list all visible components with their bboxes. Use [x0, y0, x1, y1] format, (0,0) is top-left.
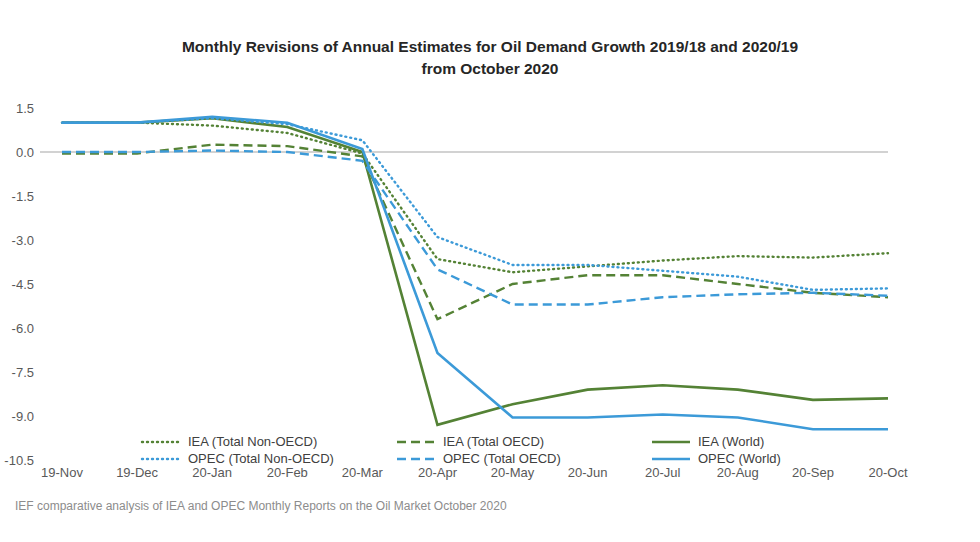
svg-text:-1.5: -1.5 — [12, 189, 34, 204]
html-text:Monthly Revisions of Annual Es: Monthly Revisions of Annual Estimates fo… — [181, 38, 799, 55]
svg-text:-9.0: -9.0 — [12, 409, 34, 424]
html-text:IEA (Total Non-OECD): IEA (Total Non-OECD) — [188, 434, 318, 449]
svg-text:-10.5: -10.5 — [4, 453, 34, 468]
svg-text:-6.0: -6.0 — [12, 321, 34, 336]
svg-text:1.5: 1.5 — [16, 101, 34, 116]
svg-text:20-Sep: 20-Sep — [792, 465, 834, 480]
svg-text:20-Apr: 20-Apr — [418, 465, 458, 480]
html-text:IEA (World): IEA (World) — [698, 434, 765, 449]
svg-text:20-May: 20-May — [491, 465, 535, 480]
svg-text:-7.5: -7.5 — [12, 365, 34, 380]
svg-text:20-Aug: 20-Aug — [717, 465, 759, 480]
html-text:from October 2020: from October 2020 — [421, 60, 559, 77]
html-text:OPEC (World): OPEC (World) — [698, 451, 781, 466]
svg-text:-4.5: -4.5 — [12, 277, 34, 292]
svg-text:-3.0: -3.0 — [12, 233, 34, 248]
svg-text:20-Jun: 20-Jun — [568, 465, 608, 480]
svg-text:20-Jul: 20-Jul — [645, 465, 681, 480]
svg-text:20-Jan: 20-Jan — [192, 465, 232, 480]
svg-text:0.0: 0.0 — [16, 145, 34, 160]
svg-text:19-Nov: 19-Nov — [41, 465, 83, 480]
html-text:OPEC (Total Non-OECD): OPEC (Total Non-OECD) — [188, 451, 334, 466]
html-text:OPEC (Total OECD): OPEC (Total OECD) — [443, 451, 561, 466]
svg-text:20-Mar: 20-Mar — [342, 465, 384, 480]
svg-text:19-Dec: 19-Dec — [116, 465, 158, 480]
html-text:IEA (Total OECD): IEA (Total OECD) — [443, 434, 545, 449]
html-text:IEF comparative analysis of IE: IEF comparative analysis of IEA and OPEC… — [15, 499, 507, 513]
svg-text:20-Oct: 20-Oct — [868, 465, 907, 480]
svg-text:20-Feb: 20-Feb — [267, 465, 308, 480]
